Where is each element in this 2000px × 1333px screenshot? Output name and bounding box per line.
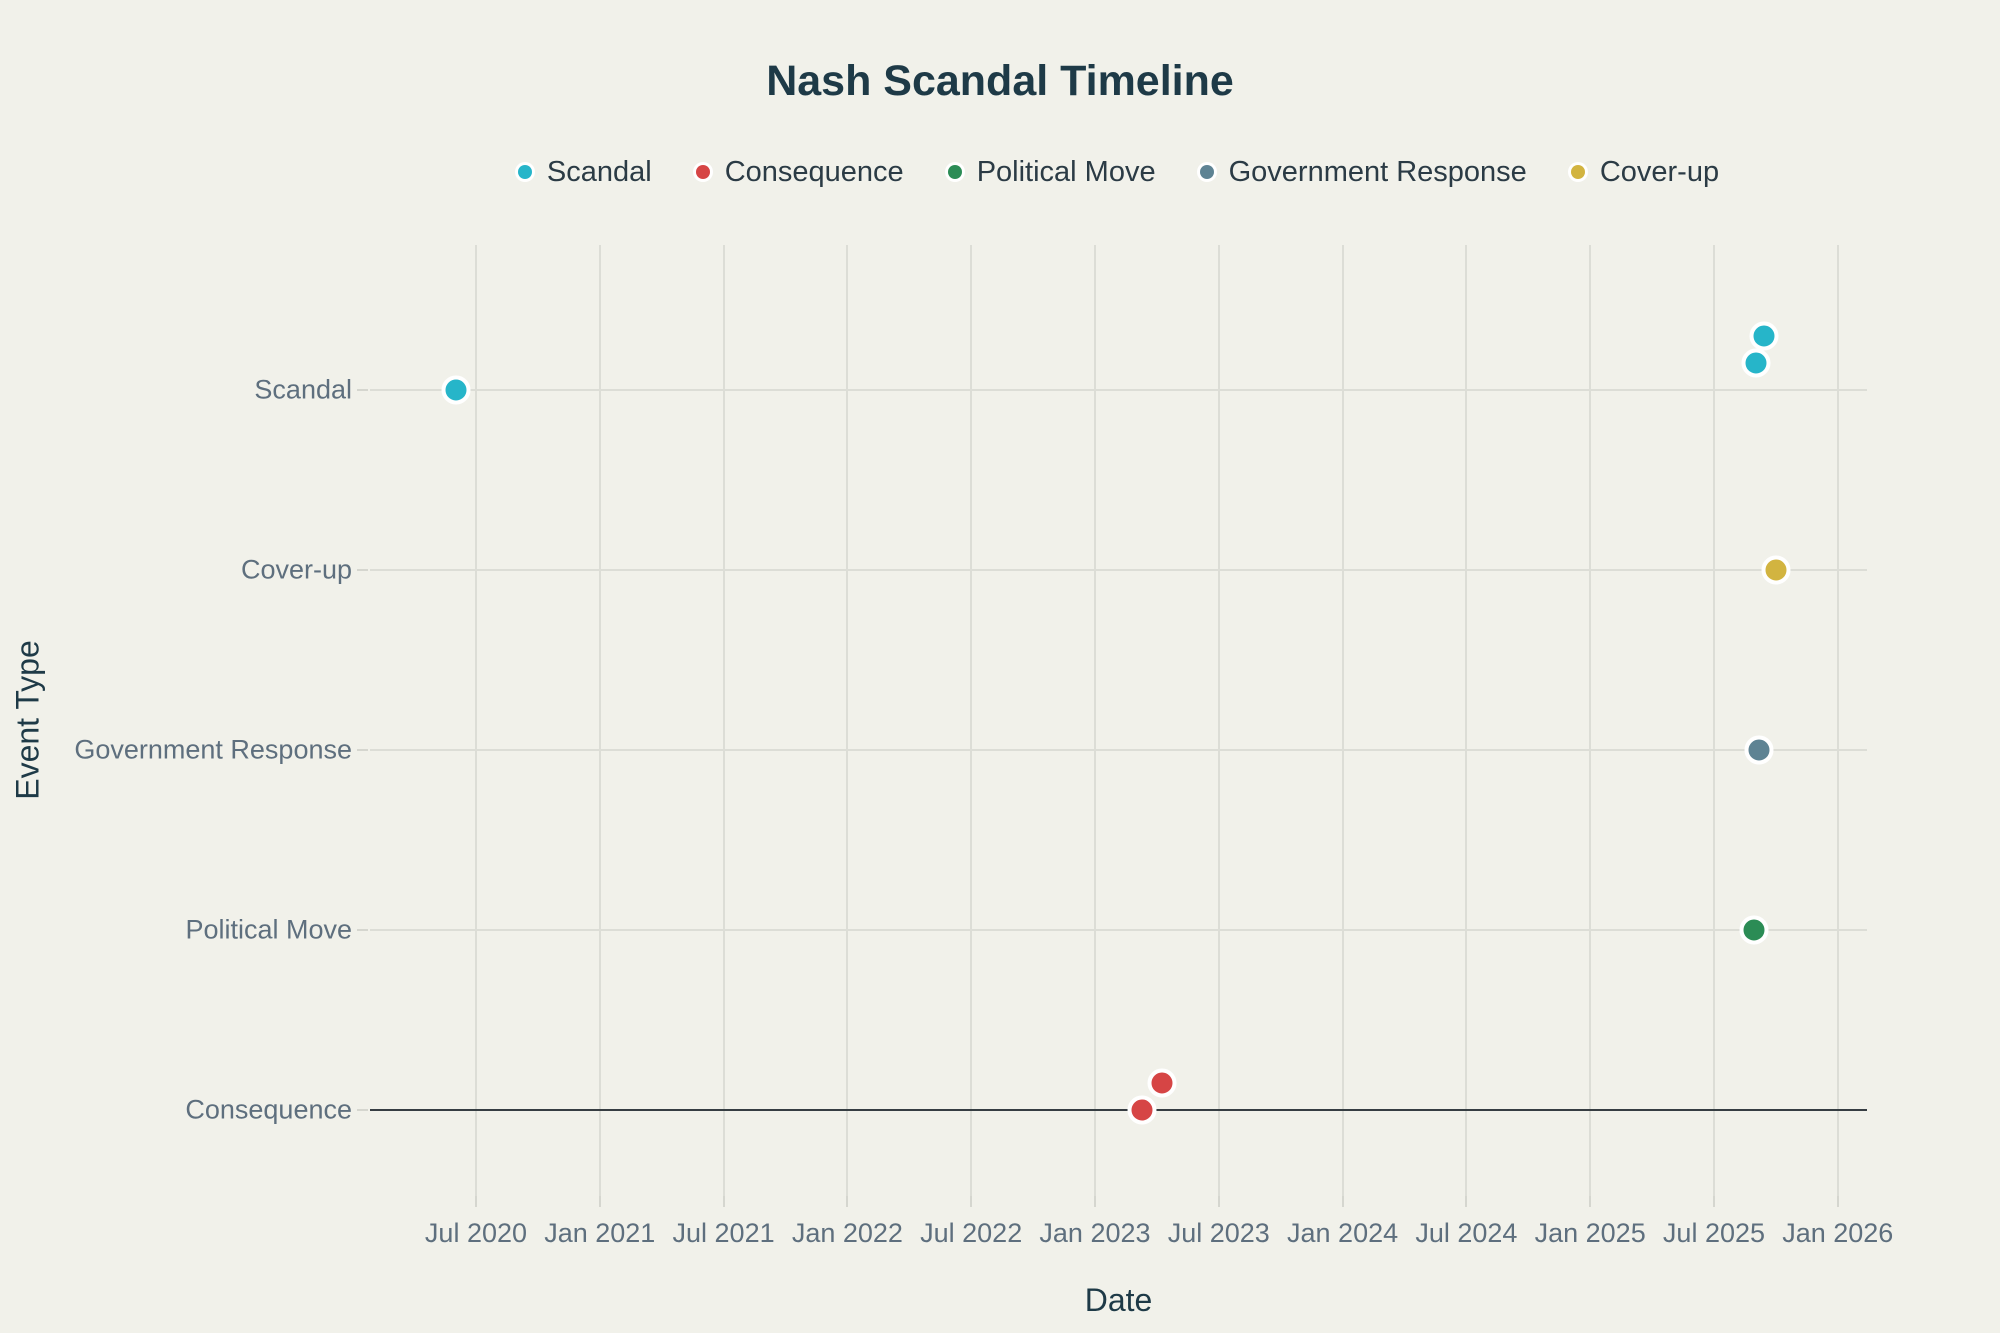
plot-area[interactable]: Jul 2020 Jan 2021 Jul 2021 Jan 2022 Jul 2022… [74,245,1893,1248]
y-tick-cover-up [357,569,368,571]
y-gridline-consequence [370,1109,1867,1111]
x-tick-jan-2025 [1589,1196,1592,1207]
x-gridline-jan-2021 [598,245,601,1196]
x-gridline-jul-2022 [970,245,973,1196]
legend-dot-icon [947,165,962,179]
x-gridline-jul-2023 [1217,245,1220,1196]
y-category-label-consequence: Consequence [185,1094,352,1125]
x-tick-label: Jan 2024 [1287,1218,1399,1248]
legend-item-scandal[interactable]: Scandal [517,155,652,189]
data-point-political-move[interactable] [1739,915,1769,945]
x-tick-jan-2023 [1093,1196,1096,1207]
x-gridline-jul-2021 [722,245,725,1196]
y-gridline-political-move [370,929,1867,931]
x-tick-jan-2026 [1836,1196,1839,1207]
y-tick-consequence [357,1109,368,1111]
y-category-label-political-move: Political Move [185,914,352,945]
legend-label: Political Move [976,155,1156,188]
x-tick-jan-2021 [598,1196,601,1207]
data-point-consequence[interactable] [1127,1095,1157,1125]
legend-item-consequence[interactable]: Consequence [695,155,904,189]
y-gridline-scandal [370,389,1867,391]
x-tick-jul-2024 [1465,1196,1468,1207]
legend-label: Government Response [1228,155,1527,188]
x-tick-label: Jan 2022 [791,1218,903,1248]
x-gridline-jan-2026 [1836,245,1839,1196]
x-tick-label: Jan 2026 [1782,1218,1894,1248]
y-gridline-cover-up [370,569,1867,571]
y-tick-government-response [357,749,368,751]
y-category-label-government-response: Government Response [74,734,352,765]
x-tick-label: Jul 2020 [424,1218,528,1248]
data-point-consequence[interactable] [1147,1068,1177,1098]
legend-dot-icon [517,165,532,179]
x-tick-label: Jul 2024 [1415,1218,1518,1248]
x-tick-label: Jul 2023 [1167,1218,1270,1248]
legend-label: Scandal [546,155,652,188]
x-tick-jan-2024 [1341,1196,1344,1207]
x-tick-jul-2023 [1217,1196,1220,1207]
legend: Scandal Consequence Political Move Governme… [370,150,1867,194]
x-tick-label: Jul 2022 [920,1218,1023,1248]
legend-label: Cover-up [1599,155,1720,188]
y-category-label-scandal: Scandal [254,374,352,405]
x-gridline-jan-2022 [846,245,849,1196]
y-gridline-government-response [370,749,1867,751]
legend-item-cover-up[interactable]: Cover-up [1570,155,1720,189]
x-tick-jul-2021 [722,1196,725,1207]
x-gridline-jul-2020 [474,245,477,1196]
legend-label: Consequence [724,155,904,188]
data-point-scandal[interactable] [1749,321,1778,351]
data-point-scandal[interactable] [441,375,471,405]
data-point-scandal[interactable] [1741,348,1771,378]
x-tick-label: Jul 2025 [1662,1218,1766,1248]
x-tick-jul-2025 [1712,1196,1715,1207]
legend-item-government-response[interactable]: Government Response [1199,155,1527,189]
x-gridline-jul-2024 [1465,245,1468,1196]
y-category-label-cover-up: Cover-up [240,554,352,585]
x-tick-jul-2020 [474,1196,477,1207]
y-tick-scandal [357,389,368,391]
x-tick-jan-2022 [846,1196,849,1207]
x-tick-label: Jan 2025 [1534,1218,1646,1248]
y-axis-title: Event Type [9,640,46,800]
legend-dot-icon [695,165,710,179]
x-gridline-jan-2023 [1093,245,1096,1196]
x-tick-label: Jan 2023 [1039,1218,1151,1248]
legend-dot-icon [1570,165,1585,179]
y-tick-political-move [357,929,368,931]
chart-title: Nash Scandal Timeline [766,57,1234,105]
legend-dot-icon [1199,165,1214,179]
x-gridline-jul-2025 [1712,245,1715,1196]
x-axis-title: Date [1084,1282,1153,1318]
data-point-cover-up[interactable] [1761,555,1791,585]
x-gridline-jan-2025 [1589,245,1592,1196]
legend-item-political-move[interactable]: Political Move [947,155,1156,189]
x-tick-label: Jul 2021 [672,1218,775,1248]
x-tick-jul-2022 [970,1196,973,1207]
x-tick-label: Jan 2021 [544,1218,656,1248]
data-point-government-response[interactable] [1744,735,1774,765]
x-gridline-jan-2024 [1341,245,1344,1196]
